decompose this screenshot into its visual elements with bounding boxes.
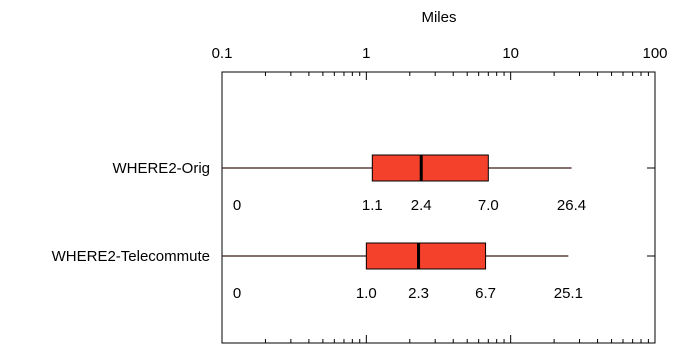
box-iqr — [371, 154, 489, 182]
value-label: 26.4 — [557, 197, 586, 214]
x-axis-ticks — [221, 72, 656, 343]
box-series: WHERE2-Orig 0 1.1 2.4 7.0 26.4 WHERE2-Telecomm… — [52, 154, 655, 302]
value-label: 7.0 — [478, 197, 499, 214]
x-tick-label: 0.1 — [212, 45, 233, 62]
x-tick-label: 100 — [642, 45, 667, 62]
box-group: WHERE2-Telecommute 0 1.0 2.3 6.7 25.1 — [52, 242, 655, 302]
x-tick-label: 1 — [362, 45, 370, 62]
value-label: 0 — [233, 285, 241, 302]
plot-frame — [221, 71, 656, 344]
value-label: 1.0 — [356, 285, 377, 302]
value-label: 0 — [233, 197, 241, 214]
x-axis-title: Miles — [421, 9, 456, 26]
x-tick-labels: 0.1 1 10 100 — [212, 45, 668, 62]
value-label: 2.4 — [411, 197, 432, 214]
value-label: 1.1 — [362, 197, 383, 214]
box-group: WHERE2-Orig 0 1.1 2.4 7.0 26.4 — [112, 154, 655, 214]
value-label: 25.1 — [554, 285, 583, 302]
category-label: WHERE2-Telecommute — [52, 248, 210, 265]
box-iqr — [365, 242, 487, 270]
value-label: 6.7 — [475, 285, 496, 302]
value-label: 2.3 — [408, 285, 429, 302]
x-tick-label: 10 — [502, 45, 519, 62]
category-label: WHERE2-Orig — [112, 160, 210, 177]
